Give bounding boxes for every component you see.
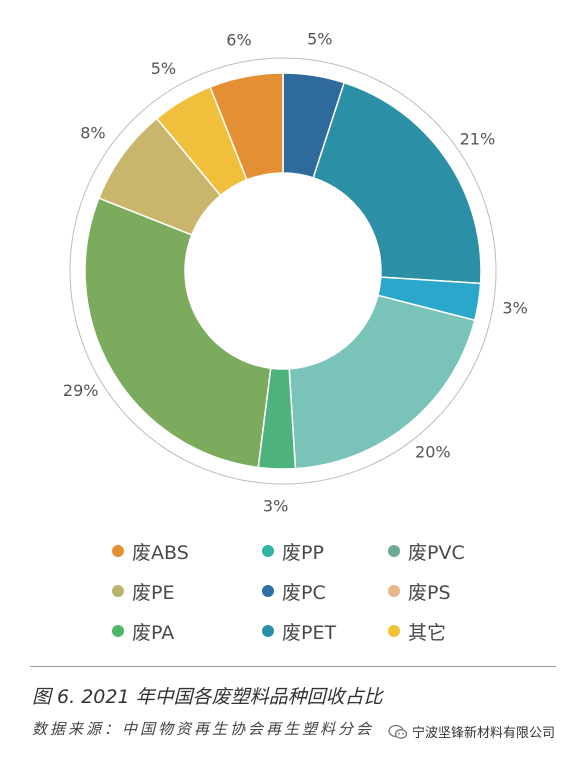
legend-label: 废PP bbox=[282, 541, 324, 564]
legend-item: 其它 bbox=[388, 618, 538, 644]
legend-item: 废ABS bbox=[112, 538, 262, 564]
slice-percent-label: 5% bbox=[307, 29, 332, 48]
legend-swatch bbox=[112, 625, 124, 637]
legend-swatch bbox=[388, 585, 400, 597]
donut-slice bbox=[288, 294, 476, 470]
slice-percent-label: 29% bbox=[63, 381, 99, 400]
legend-swatch bbox=[262, 625, 274, 637]
legend-item: 废PA bbox=[112, 618, 262, 644]
slice-percent-label: 5% bbox=[151, 59, 176, 78]
watermark-text: 宁波坚锋新材料有限公司 bbox=[412, 726, 556, 741]
legend-swatch bbox=[112, 585, 124, 597]
outer-ring bbox=[69, 57, 497, 485]
data-source: 数据来源：中国物资再生协会再生塑料分会 bbox=[32, 720, 375, 738]
legend-swatch bbox=[388, 625, 400, 637]
donut-slice bbox=[209, 72, 284, 181]
donut-chart: 5% 21% 3% 20% 3% 29% 8% 5% 6% bbox=[63, 29, 528, 515]
watermark: 宁波坚锋新材料有限公司 bbox=[386, 722, 558, 741]
legend-item: 废PE bbox=[112, 578, 262, 604]
legend-swatch bbox=[262, 585, 274, 597]
legend-item: 废PET bbox=[262, 618, 388, 644]
slice-percent-label: 20% bbox=[415, 443, 451, 462]
slice-percent-label: 8% bbox=[80, 123, 105, 142]
divider bbox=[30, 666, 556, 667]
legend-item: 废PS bbox=[388, 578, 538, 604]
legend-item: 废PVC bbox=[388, 538, 538, 564]
legend-label: 废ABS bbox=[132, 541, 189, 564]
wechat-icon bbox=[388, 724, 408, 739]
legend-swatch bbox=[388, 545, 400, 557]
legend-label: 废PA bbox=[132, 621, 175, 644]
donut-slice bbox=[84, 197, 272, 469]
legend-label: 其它 bbox=[408, 621, 447, 644]
legend-swatch bbox=[262, 545, 274, 557]
legend-swatch bbox=[112, 545, 124, 557]
legend: 废ABS 废PP 废PVC 废PE 废PC 废PS 废PA 废PET 其它 bbox=[112, 538, 552, 644]
slice-percent-label: 21% bbox=[460, 129, 496, 148]
donut-slice bbox=[312, 81, 482, 285]
legend-label: 废PET bbox=[282, 621, 337, 644]
legend-label: 废PC bbox=[282, 581, 326, 604]
legend-label: 废PVC bbox=[408, 541, 465, 564]
slice-percent-label: 3% bbox=[263, 496, 288, 515]
legend-label: 废PE bbox=[132, 581, 175, 604]
legend-label: 废PS bbox=[408, 581, 451, 604]
legend-item: 废PP bbox=[262, 538, 388, 564]
slice-percent-label: 6% bbox=[226, 31, 251, 50]
slice-percent-label: 3% bbox=[502, 298, 527, 317]
figure-caption: 图 6. 2021 年中国各废塑料品种回收占比 bbox=[32, 686, 383, 708]
legend-item: 废PC bbox=[262, 578, 388, 604]
